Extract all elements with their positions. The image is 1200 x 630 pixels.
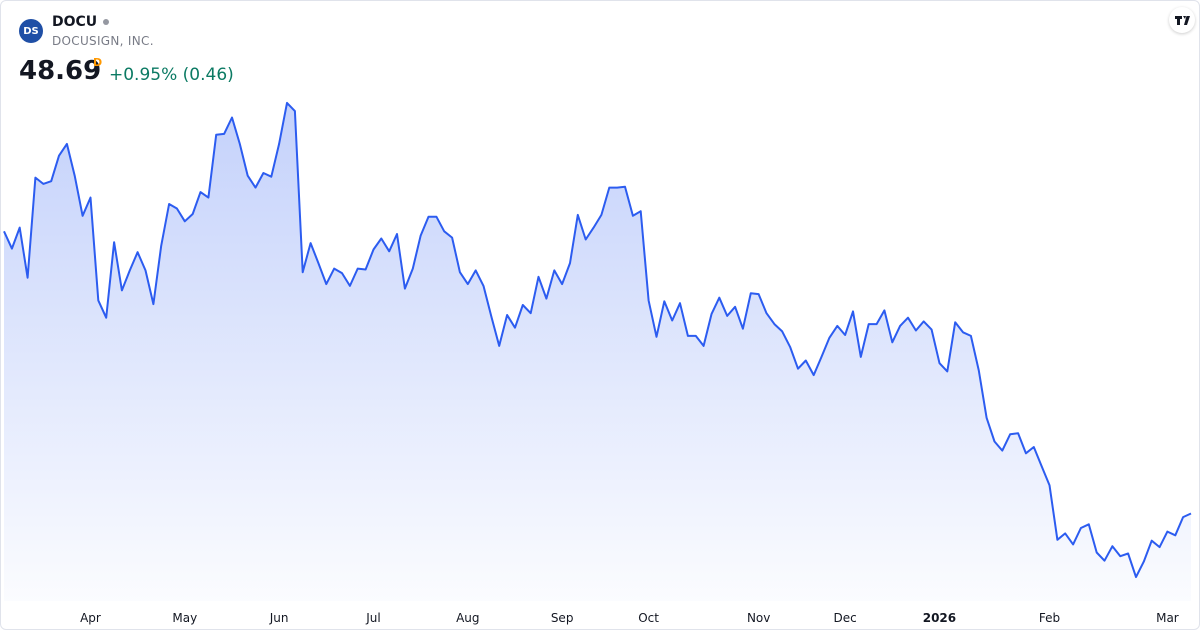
area bbox=[4, 102, 1191, 602]
x-tick-label: Apr bbox=[80, 611, 101, 625]
price-line bbox=[3, 101, 1192, 579]
x-tick-label: Dec bbox=[834, 611, 857, 625]
x-tick-label: Sep bbox=[551, 611, 574, 625]
x-tick-label: Oct bbox=[638, 611, 659, 625]
symbol-text[interactable]: DOCU bbox=[52, 14, 98, 30]
x-tick-label: Nov bbox=[747, 611, 770, 625]
status-dot bbox=[103, 19, 110, 25]
company-name: DOCUSIGN, INC. bbox=[52, 34, 154, 48]
tradingview-logo[interactable] bbox=[1169, 7, 1195, 33]
x-tick-label: May bbox=[172, 611, 197, 625]
x-tick-label: Jun bbox=[269, 611, 289, 625]
price: 48.69 bbox=[19, 56, 102, 86]
tv-icon bbox=[1175, 16, 1190, 25]
logo: DS bbox=[19, 19, 43, 43]
x-tick-label: Aug bbox=[456, 611, 479, 625]
x-tick-label: Jul bbox=[365, 611, 380, 625]
interval: D bbox=[93, 56, 103, 69]
x-tick-label: Feb bbox=[1039, 611, 1060, 625]
change: +0.95% (0.46) bbox=[109, 65, 234, 85]
x-tick-label: Mar bbox=[1156, 611, 1179, 625]
x-tick-label: 2026 bbox=[923, 611, 956, 625]
symbol[interactable]: DOCU bbox=[52, 14, 110, 30]
